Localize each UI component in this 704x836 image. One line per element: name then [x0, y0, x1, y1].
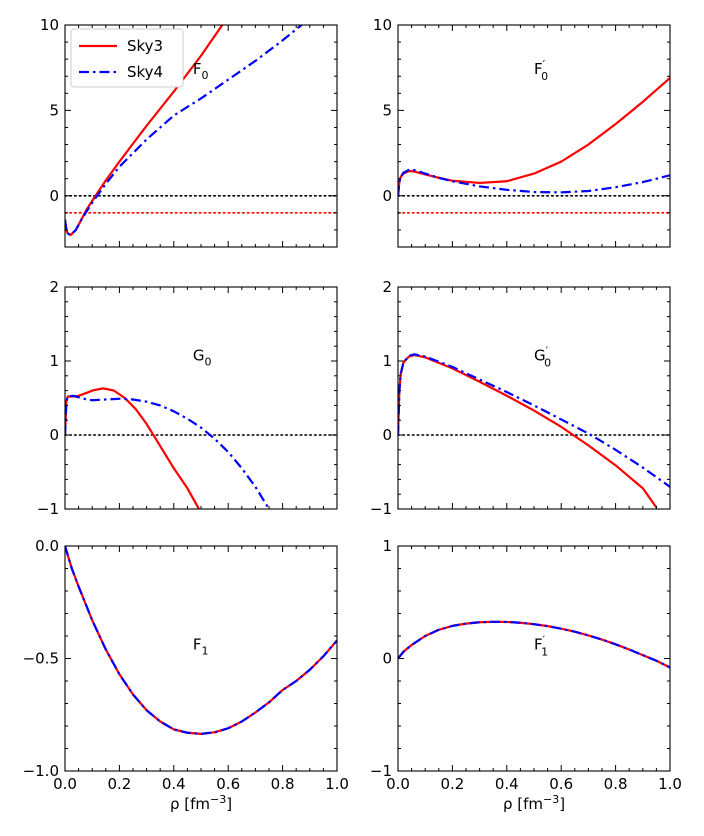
x-tick-label: 1.0: [325, 775, 349, 793]
panel-label: G0: [193, 346, 212, 368]
legend: Sky3 Sky4: [70, 28, 184, 88]
x-axis-title: ρ [fm−3]: [170, 793, 232, 813]
plot-frame: [64, 545, 338, 772]
y-tick-label: 2: [49, 278, 59, 296]
plot-frame: [397, 24, 671, 248]
x-tick-label: 1.0: [658, 775, 682, 793]
series-line-sky4: [398, 620, 670, 669]
y-tick-label: 0: [382, 426, 392, 444]
legend-box: [70, 28, 184, 88]
plot-frame: [397, 545, 671, 772]
y-tick-label: −1: [370, 762, 392, 780]
panel-middle-left: 2 1 0 −1 G0: [37, 278, 338, 518]
x-tick-label: 0.8: [604, 775, 628, 793]
x-tick-label: 0.2: [107, 775, 131, 793]
y-tick-label: 0: [49, 426, 59, 444]
plot-frame: [64, 286, 338, 510]
x-tick-label: 0.0: [53, 775, 77, 793]
x-tick-label: 0.0: [386, 775, 410, 793]
panel-label: G′ 0: [534, 344, 551, 369]
y-tick-label: −1.0: [23, 762, 59, 780]
panel-middle-right: 2 1 0 −1 G′ 0: [370, 278, 671, 518]
y-tick-label: 0.0: [35, 537, 59, 555]
y-tick-label: 0: [382, 187, 392, 205]
x-tick-label: 0.4: [162, 775, 186, 793]
panel-bottom-left: 0.0−0.5−1.00.0 0.2 0.4 0.6 0.8 1.0ρ [fm−3]F1: [23, 537, 349, 813]
x-tick-label: 0.4: [495, 775, 519, 793]
y-tick-label: 1: [382, 352, 392, 370]
y-tick-label: 10: [40, 16, 59, 34]
panel-top-left: 10 5 0 F0 Sky3 Sky4: [40, 16, 338, 248]
panel-label: F′ 1: [534, 634, 548, 659]
legend-label-sky4: Sky4: [127, 63, 163, 81]
series-line-sky3: [398, 77, 670, 196]
y-tick-label: 5: [49, 101, 59, 119]
x-tick-label: 0.6: [216, 775, 240, 793]
x-tick-label: 0.2: [440, 775, 464, 793]
y-tick-label: 2: [382, 278, 392, 296]
y-tick-label: 5: [382, 101, 392, 119]
panel-label: F1: [193, 636, 209, 658]
series-line-sky3: [398, 353, 658, 509]
x-tick-label: 0.8: [271, 775, 295, 793]
series-line-sky4: [65, 25, 304, 237]
series-line-sky4: [65, 546, 337, 735]
panel-label: F′ 0: [534, 58, 548, 83]
y-tick-label: −0.5: [23, 650, 59, 668]
y-tick-label: 1: [382, 537, 392, 555]
y-tick-label: 10: [373, 16, 392, 34]
x-tick-label: 0.6: [549, 775, 573, 793]
panel-bottom-right: 1 0 −10.0 0.2 0.4 0.6 0.8 1.0 ρ [fm−3] F′ 1: [370, 537, 682, 813]
y-tick-label: −1: [370, 500, 392, 518]
series-line-sky3: [65, 387, 201, 509]
y-tick-label: 0: [49, 187, 59, 205]
series-line-sky4: [398, 168, 670, 196]
y-tick-label: 1: [49, 352, 59, 370]
series-line-sky4: [398, 353, 670, 488]
x-axis-title: ρ [fm−3]: [503, 793, 565, 813]
panel-label: F0: [193, 60, 209, 82]
y-tick-label: 0: [382, 650, 392, 668]
y-tick-label: −1: [37, 500, 59, 518]
panel-top-right: 10 5 0 F′ 0: [373, 16, 671, 248]
legend-label-sky3: Sky3: [127, 37, 163, 55]
series-line-sky4: [65, 394, 270, 509]
